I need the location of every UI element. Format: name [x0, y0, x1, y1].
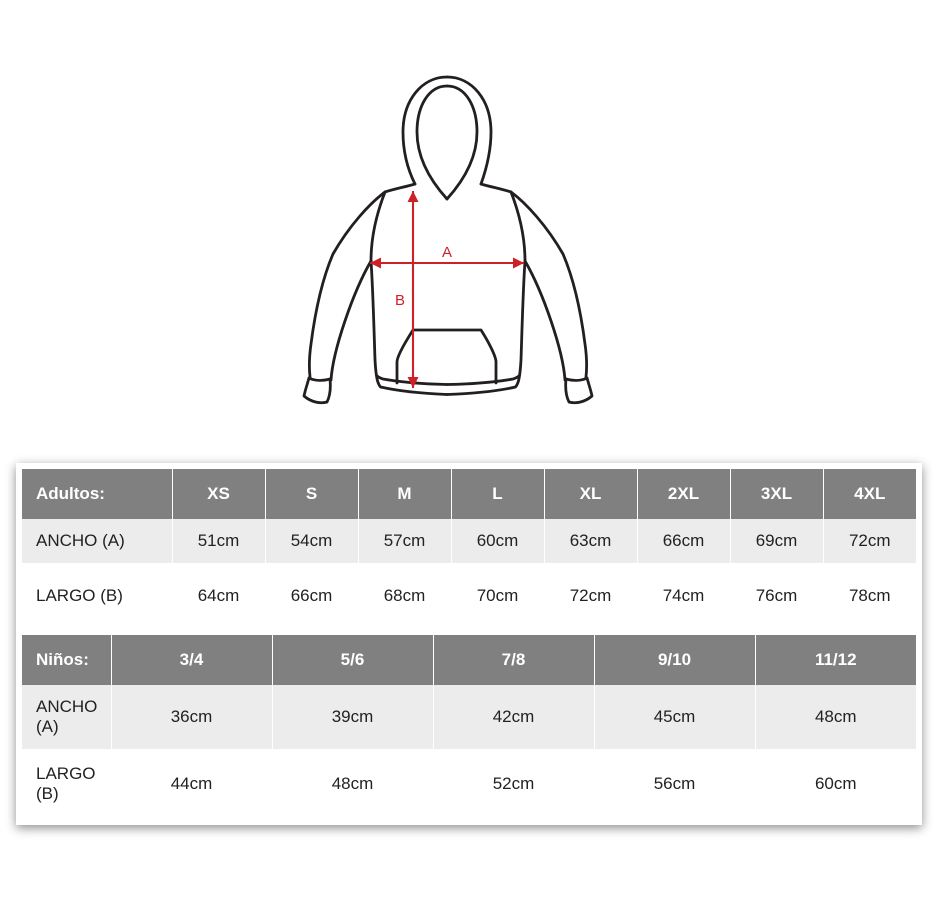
svg-text:B: B: [395, 292, 405, 309]
svg-text:A: A: [442, 244, 452, 261]
